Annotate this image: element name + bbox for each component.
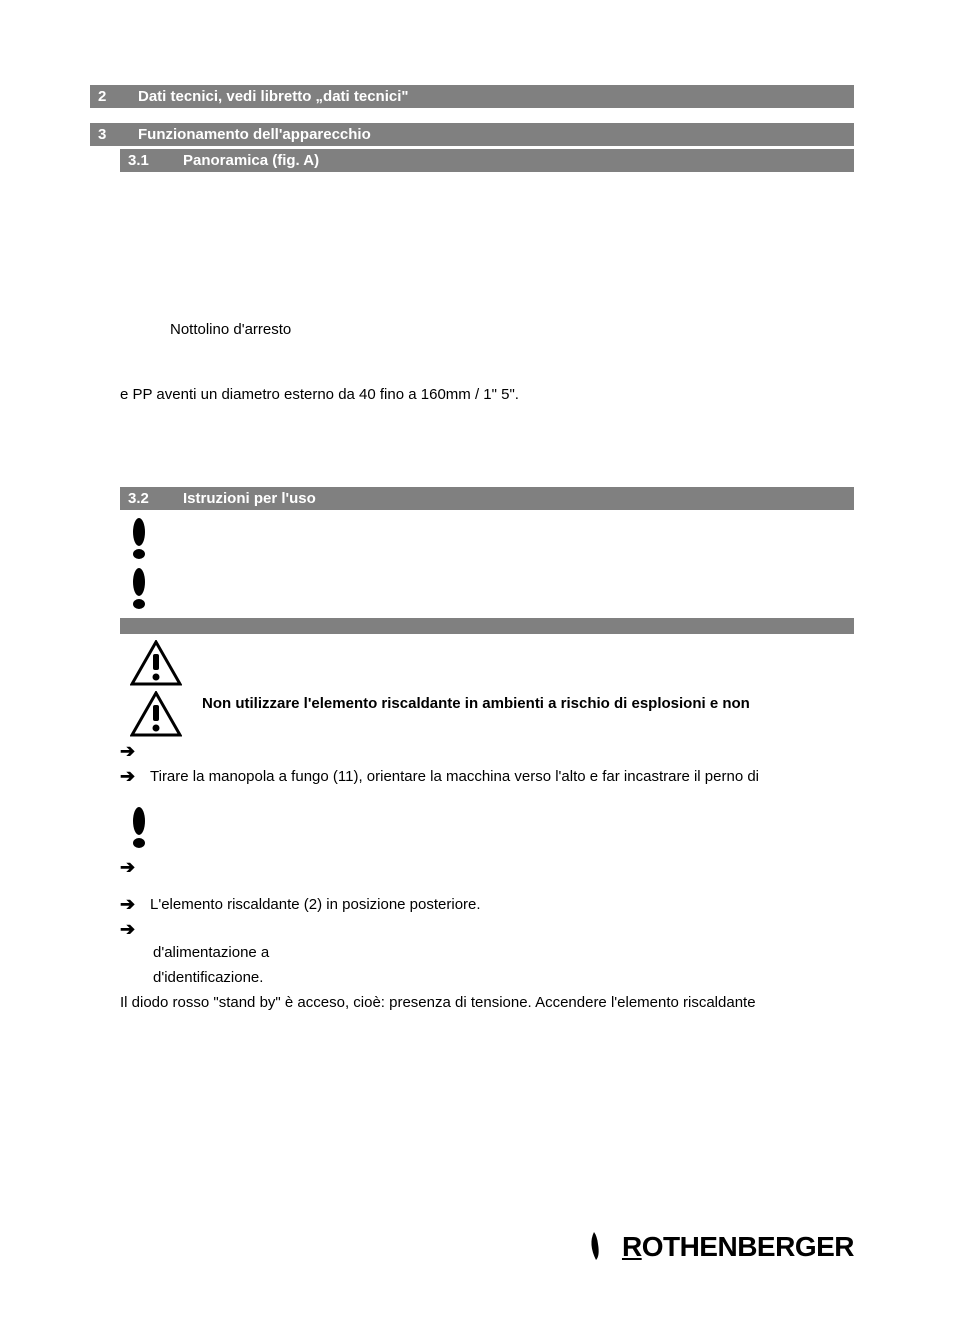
arrow-line-empty-1: ➔ (120, 741, 854, 762)
arrow-manopola: ➔ Tirare la manopola a fungo (11), orien… (120, 766, 854, 787)
arrow-icon: ➔ (120, 919, 138, 940)
section-3-title: Funzionamento dell'apparecchio (138, 126, 371, 143)
logo-text: ROTHENBERGER (622, 1231, 854, 1263)
arrow-elemento-text: L'elemento riscaldante (2) in posizione … (150, 894, 854, 915)
alimentazione-text: d'alimentazione a (153, 940, 854, 965)
arrow-elemento: ➔ L'elemento riscaldante (2) in posizion… (120, 894, 854, 915)
warning-text: Non utilizzare l'elemento riscaldante in… (202, 665, 854, 712)
rothenberger-logo: ROTHENBERGER (586, 1230, 854, 1264)
warning-block: Non utilizzare l'elemento riscaldante in… (130, 640, 854, 737)
exclaim-icon-3 (130, 807, 854, 849)
arrow-manopola-text: Tirare la manopola a fungo (11), orienta… (150, 766, 854, 787)
subsection-31-header: 3.1 Panoramica (fig. A) (120, 149, 854, 172)
arrow-icon: ➔ (120, 741, 138, 762)
subsection-31-title: Panoramica (fig. A) (183, 152, 319, 169)
section-2-num: 2 (98, 88, 138, 105)
section-2-title: Dati tecnici, vedi libretto „dati tecnic… (138, 88, 409, 105)
section-2-header: 2 Dati tecnici, vedi libretto „dati tecn… (90, 85, 854, 108)
section-3-header: 3 Funzionamento dell'apparecchio (90, 123, 854, 146)
subsection-31-num: 3.1 (128, 152, 183, 169)
exclaim-icon-2 (130, 568, 854, 610)
warning-triangles (130, 640, 182, 737)
arrow-icon: ➔ (120, 894, 138, 915)
warning-triangle-icon (130, 640, 182, 686)
grey-bar (120, 618, 854, 634)
identificazione-text: d'identificazione. (153, 965, 854, 990)
subsection-32-header: 3.2 Istruzioni per l'uso (120, 487, 854, 510)
nottolino-text: Nottolino d'arresto (170, 317, 854, 342)
arrow-icon: ➔ (120, 857, 138, 878)
exclaim-icon-1 (130, 518, 854, 560)
arrow-icon: ➔ (120, 766, 138, 787)
subsection-32-num: 3.2 (128, 490, 183, 507)
arrow-line-empty-2: ➔ (120, 857, 854, 878)
pp-line-text: e PP aventi un diametro esterno da 40 fi… (120, 382, 854, 407)
logo-swoosh-icon (586, 1230, 618, 1264)
arrow-line-empty-3: ➔ (120, 919, 854, 940)
warning-triangle-icon (130, 691, 182, 737)
subsection-32-title: Istruzioni per l'uso (183, 490, 316, 507)
diodo-text: Il diodo rosso "stand by" è acceso, cioè… (120, 990, 854, 1015)
section-3-num: 3 (98, 126, 138, 143)
